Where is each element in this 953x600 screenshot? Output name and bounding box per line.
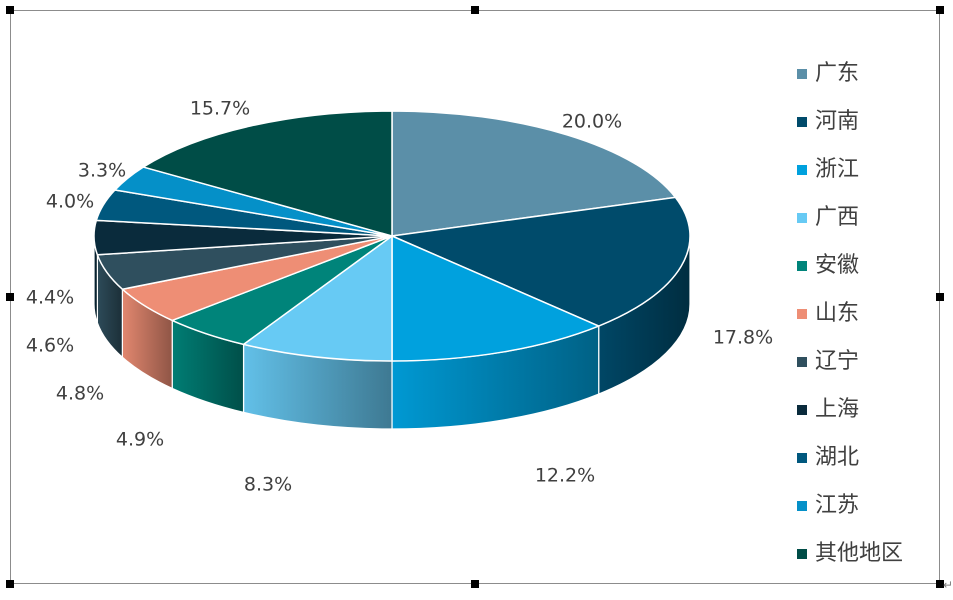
resize-handle-middle-right[interactable] (936, 293, 944, 301)
legend-item-广西: 广西 (797, 205, 859, 230)
legend-item-其他地区: 其他地区 (797, 541, 903, 566)
legend-swatch (797, 453, 807, 463)
data-label-广西: 8.3% (244, 474, 292, 496)
pie-slices (93, 110, 691, 362)
legend-item-上海: 上海 (797, 397, 859, 422)
legend-label: 山东 (815, 301, 859, 326)
paragraph-return-mark: ↵ (943, 578, 953, 592)
resize-handle-top-right[interactable] (936, 6, 944, 14)
legend-label: 湖北 (815, 445, 859, 470)
resize-handle-bottom-middle[interactable] (471, 580, 479, 588)
pie-slice-广西 (242, 235, 393, 362)
legend-swatch (797, 309, 807, 319)
data-label-河南: 17.8% (713, 327, 773, 349)
legend-swatch (797, 261, 807, 271)
legend-item-广东: 广东 (797, 61, 859, 86)
legend-item-辽宁: 辽宁 (797, 349, 859, 374)
data-label-浙江: 12.2% (535, 465, 595, 487)
resize-handle-middle-left[interactable] (6, 293, 14, 301)
data-label-辽宁: 4.6% (26, 335, 74, 357)
pie-slice-河南 (391, 196, 691, 327)
legend-label: 安徽 (815, 253, 859, 278)
resize-handle-top-middle[interactable] (471, 6, 479, 14)
legend-swatch (797, 213, 807, 223)
legend-swatch (797, 501, 807, 511)
legend-item-浙江: 浙江 (797, 157, 859, 182)
legend-item-湖北: 湖北 (797, 445, 859, 470)
data-label-湖北: 4.0% (46, 191, 94, 213)
legend-label: 上海 (815, 397, 859, 422)
legend-item-江苏: 江苏 (797, 493, 859, 518)
legend-swatch (797, 549, 807, 559)
legend-label: 江苏 (815, 493, 859, 518)
legend-swatch (797, 405, 807, 415)
legend-swatch (797, 357, 807, 367)
pie-slice-广东 (391, 110, 677, 237)
legend-item-安徽: 安徽 (797, 253, 859, 278)
data-label-山东: 4.8% (56, 383, 104, 405)
legend-item-山东: 山东 (797, 301, 859, 326)
legend-swatch (797, 69, 807, 79)
data-label-其他地区: 15.7% (190, 98, 250, 120)
resize-handle-bottom-left[interactable] (6, 580, 14, 588)
legend-label: 其他地区 (815, 541, 903, 566)
data-label-江苏: 3.3% (78, 160, 126, 182)
pie-slice-其他地区 (142, 110, 393, 237)
legend-swatch (797, 165, 807, 175)
legend-swatch (797, 117, 807, 127)
legend-label: 广东 (815, 61, 859, 86)
legend-label: 河南 (815, 109, 859, 134)
legend-label: 广西 (815, 205, 859, 230)
data-labels: 20.0% 17.8% 12.2% 8.3% 4.9% 4.8% 4.6% 4.4% 4.0% 3… (26, 98, 773, 496)
pie-slice-浙江 (391, 235, 600, 362)
resize-handle-bottom-right[interactable] (936, 580, 944, 588)
legend-label: 辽宁 (815, 349, 859, 374)
legend-item-河南: 河南 (797, 109, 859, 134)
data-label-安徽: 4.9% (116, 429, 164, 451)
legend-label: 浙江 (815, 157, 859, 182)
resize-handle-top-left[interactable] (6, 6, 14, 14)
data-label-上海: 4.4% (26, 287, 74, 309)
data-label-广东: 20.0% (562, 111, 622, 133)
